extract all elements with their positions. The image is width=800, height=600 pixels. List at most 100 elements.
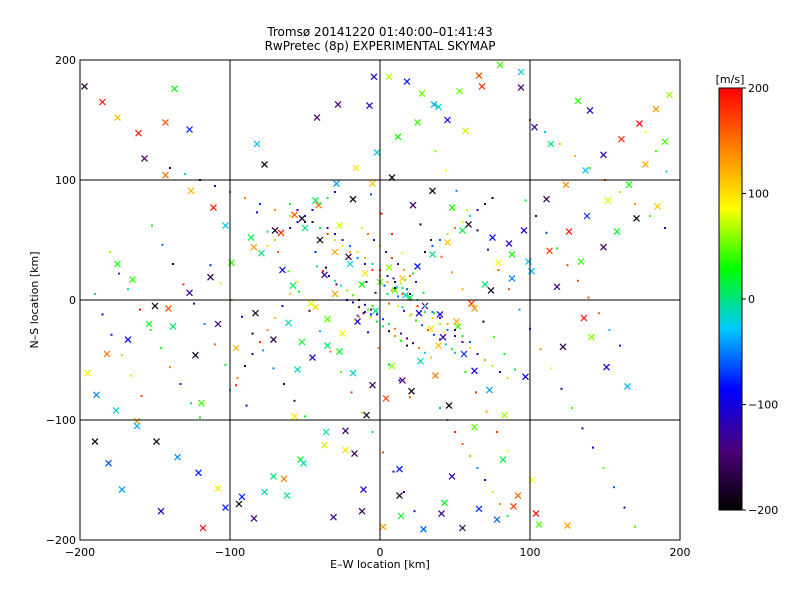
x-marker xyxy=(501,411,508,419)
dot-marker xyxy=(401,306,404,309)
x-tick-label: −200 xyxy=(65,546,95,559)
chart-subtitle: RwPretec (8p) EXPERIMENTAL SKYMAP xyxy=(265,39,496,53)
dot-marker xyxy=(304,215,306,217)
dot-marker xyxy=(397,305,399,307)
dot-marker xyxy=(193,302,195,305)
x-marker xyxy=(438,510,445,518)
dot-marker xyxy=(251,332,254,335)
x-marker xyxy=(291,412,298,420)
x-marker xyxy=(373,148,381,156)
dot-marker xyxy=(424,305,426,307)
grid-lines xyxy=(80,60,680,540)
dot-marker xyxy=(413,510,416,513)
dot-marker xyxy=(418,347,420,349)
x-marker xyxy=(531,123,538,131)
x-marker xyxy=(505,240,513,248)
x-marker xyxy=(312,303,319,311)
x-marker xyxy=(546,247,553,255)
dot-marker xyxy=(277,251,279,253)
x-marker xyxy=(385,264,393,272)
dot-marker xyxy=(109,251,111,253)
x-marker xyxy=(379,523,387,531)
dot-marker xyxy=(388,363,390,366)
dot-marker xyxy=(634,203,636,205)
dot-marker xyxy=(322,270,324,273)
x-marker xyxy=(342,427,349,435)
dot-marker xyxy=(326,233,329,235)
dot-marker xyxy=(236,377,239,379)
dot-marker xyxy=(430,356,432,359)
dot-marker xyxy=(340,284,342,287)
dot-marker xyxy=(544,131,546,133)
dot-marker xyxy=(319,203,321,205)
x-marker xyxy=(525,258,532,266)
dot-marker xyxy=(382,318,384,321)
x-marker xyxy=(462,127,469,135)
x-marker xyxy=(235,500,243,508)
dot-marker xyxy=(400,332,402,335)
dot-marker xyxy=(461,288,464,291)
dot-marker xyxy=(326,197,329,199)
dot-marker xyxy=(491,197,494,199)
dot-marker xyxy=(383,284,386,287)
x-marker xyxy=(528,476,535,484)
dot-marker xyxy=(484,203,486,205)
dot-marker xyxy=(281,233,284,235)
dot-marker xyxy=(427,329,429,331)
dot-marker xyxy=(464,371,467,373)
dot-marker xyxy=(644,131,647,133)
dot-marker xyxy=(401,293,404,295)
x-marker xyxy=(510,502,517,510)
dot-marker xyxy=(266,329,269,331)
dot-marker xyxy=(326,227,329,229)
dot-marker xyxy=(476,209,479,211)
dot-marker xyxy=(341,239,344,241)
dot-marker xyxy=(634,525,636,528)
dot-marker xyxy=(664,227,666,229)
x-marker xyxy=(222,504,229,512)
dot-marker xyxy=(424,351,426,354)
dot-marker xyxy=(497,269,500,271)
dot-marker xyxy=(406,344,408,347)
x-marker xyxy=(232,344,240,352)
dot-marker xyxy=(433,333,435,336)
dot-marker xyxy=(349,245,351,247)
dot-marker xyxy=(409,396,411,399)
y-tick-label: 0 xyxy=(69,294,76,307)
dot-marker xyxy=(346,289,348,292)
x-marker xyxy=(475,72,483,80)
x-marker xyxy=(135,129,142,137)
x-marker xyxy=(580,314,588,322)
x-marker xyxy=(339,330,346,338)
x-marker xyxy=(586,106,594,114)
dot-marker xyxy=(274,209,276,211)
dot-marker xyxy=(214,343,216,346)
dot-marker xyxy=(241,315,243,318)
dot-marker xyxy=(319,330,321,333)
x-marker xyxy=(642,160,649,168)
x-marker xyxy=(289,282,297,290)
x-marker xyxy=(351,450,358,458)
dot-marker xyxy=(94,293,96,295)
dot-marker xyxy=(394,327,396,330)
x-marker xyxy=(429,250,436,258)
dot-marker xyxy=(367,233,369,235)
dot-marker xyxy=(439,317,441,319)
dot-marker xyxy=(380,212,383,215)
x-marker xyxy=(562,181,570,189)
x-marker xyxy=(624,382,631,390)
x-marker xyxy=(99,98,106,106)
dot-marker xyxy=(406,337,408,340)
x-marker xyxy=(582,166,589,174)
dot-marker xyxy=(431,311,434,313)
x-marker xyxy=(324,342,331,350)
x-marker xyxy=(414,262,421,270)
dot-marker xyxy=(446,329,449,331)
x-marker xyxy=(409,201,417,209)
dot-marker xyxy=(370,315,372,318)
dot-marker xyxy=(334,279,336,282)
dot-marker xyxy=(439,323,441,325)
x-tick-label: 0 xyxy=(377,546,384,559)
dot-marker xyxy=(412,342,414,345)
